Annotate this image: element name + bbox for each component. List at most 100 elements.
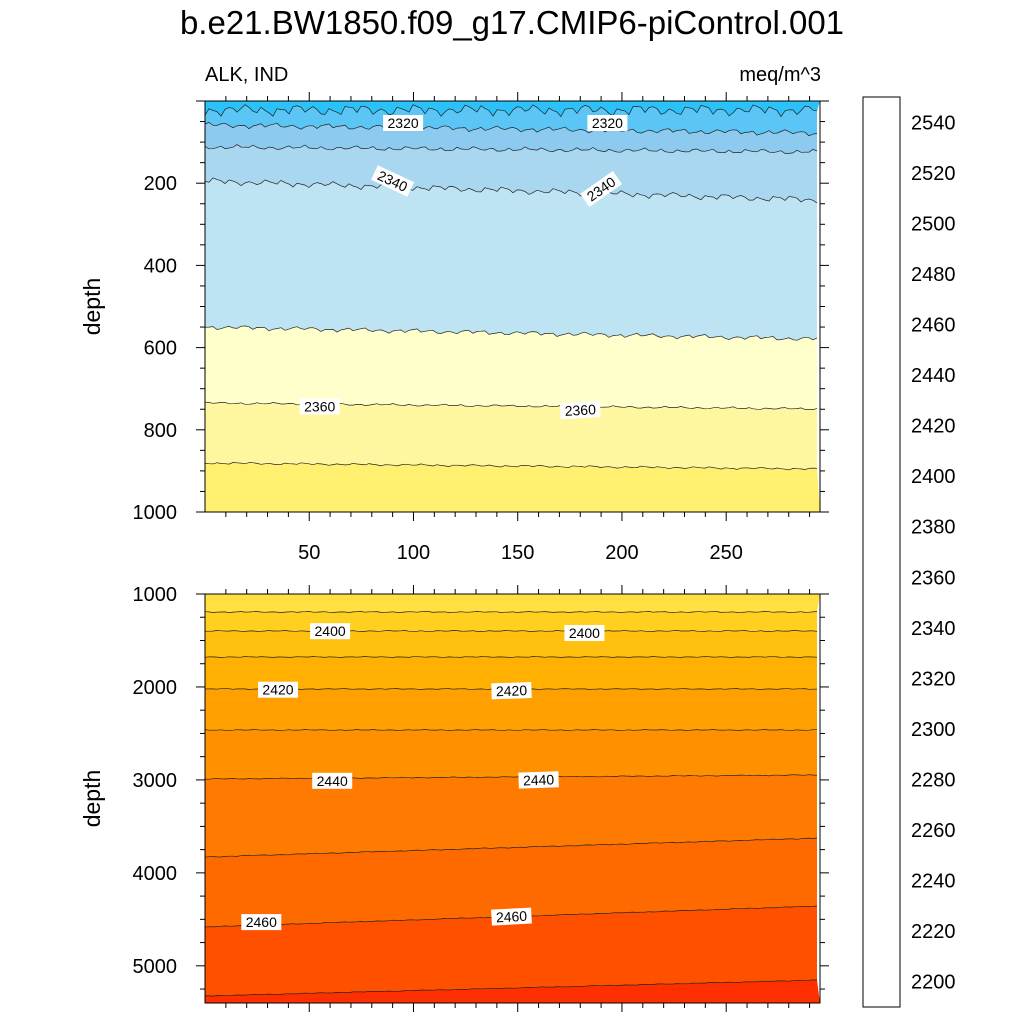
- x-tick-label: 50: [298, 542, 320, 564]
- contour-line: [204, 462, 818, 471]
- contour-band: [205, 688, 817, 731]
- y-axis-label: depth: [79, 278, 105, 336]
- contour-label: 2400: [564, 625, 605, 641]
- colorbar-tick-label: 2460: [911, 315, 956, 337]
- contour-band: [205, 906, 817, 997]
- contour-label: 2420: [491, 682, 532, 700]
- colorbar-tick-label: 2380: [911, 517, 956, 539]
- y-tick-label: 800: [144, 420, 177, 442]
- contour-band: [205, 462, 820, 512]
- contour-band: [205, 144, 817, 203]
- lower-panel: 1000 2000 3000 4000 5000 depth 2400 2400 2420 242…: [79, 584, 829, 1012]
- y-tick-label: 3000: [133, 770, 178, 792]
- colorbar-tick-label: 2500: [911, 213, 956, 235]
- contour-label-text: 2440: [317, 773, 348, 789]
- contour-label-text: 2400: [315, 623, 346, 639]
- plot-frame: [204, 593, 821, 1004]
- contour-label-box: [587, 115, 628, 131]
- contour-label-box: [518, 771, 559, 789]
- x-tick-label: 200: [605, 542, 638, 564]
- contour-label-box: [491, 682, 532, 700]
- contour-line: [204, 774, 818, 780]
- contour-label-text: 2460: [246, 914, 277, 930]
- contour-band: [205, 611, 817, 632]
- contour-label-box: [371, 165, 415, 197]
- contour-line: [204, 729, 817, 731]
- contour-band: [205, 177, 817, 341]
- colorbar-frame: [862, 96, 901, 1008]
- contour-label: 2420: [258, 681, 298, 698]
- contour-band: [205, 101, 820, 117]
- contour-band: [205, 656, 817, 690]
- contour-label: 2320: [587, 115, 628, 131]
- contour-label: 2360: [299, 398, 340, 415]
- contour-line: [204, 177, 818, 204]
- contour-label-text: 2320: [388, 115, 419, 131]
- colorbar-tick-label: 2280: [911, 770, 956, 792]
- contour-label-box: [491, 907, 532, 926]
- contour-label: 2460: [241, 914, 282, 931]
- colorbar-tick-label: 2440: [911, 365, 956, 387]
- contour-label-box: [559, 401, 601, 420]
- contour-label-box: [383, 115, 424, 131]
- contour-band: [205, 630, 817, 658]
- y-tick-label: 600: [144, 338, 177, 360]
- contour-label: 2400: [310, 623, 351, 640]
- colorbar: 2200 2220 2240 2260 2280 2300 2320 2340 2360 2380…: [862, 96, 956, 1008]
- x-tick-label: 250: [709, 542, 742, 564]
- y-tick-label: 1000: [133, 584, 178, 606]
- colorbar-tick-label: 2540: [911, 112, 956, 134]
- contour-line: [204, 104, 818, 118]
- colorbar-tick-label: 2260: [911, 820, 956, 842]
- colorbar-tick-label: 2340: [911, 618, 956, 640]
- contour-label: 2460: [491, 907, 532, 926]
- contour-band: [205, 325, 817, 410]
- colorbar-tick-label: 2400: [911, 466, 956, 488]
- colorbar-tick-label: 2520: [911, 163, 956, 185]
- x-tick-label: 100: [397, 542, 430, 564]
- contour-band: [205, 122, 817, 154]
- contour-line: [205, 979, 818, 997]
- y-tick-label: 5000: [133, 956, 178, 978]
- contour-label-text: 2460: [496, 908, 528, 926]
- contour-label-text: 2440: [523, 771, 555, 788]
- contour-label: 2440: [312, 772, 353, 789]
- upper-panel: 50 100 150 200 250 200 400 600 800 1000 depth 2320 2…: [79, 92, 829, 564]
- contour-line: [204, 837, 818, 858]
- contour-label-text: 2420: [496, 682, 528, 699]
- colorbar-tick-label: 2220: [911, 921, 956, 943]
- colorbar-tick-label: 2320: [911, 668, 956, 690]
- contour-band: [205, 594, 820, 613]
- contour-line: [204, 144, 818, 154]
- y-tick-label: 1000: [133, 502, 178, 524]
- contour-label-box: [299, 398, 340, 415]
- contour-label-text: 2360: [564, 401, 596, 419]
- contour-band: [205, 838, 817, 927]
- contour-band: [205, 774, 817, 858]
- contour-band: [205, 729, 817, 780]
- contour-band: [205, 979, 820, 1003]
- contour-label: 2320: [383, 115, 424, 131]
- colorbar-tick-label: 2200: [911, 972, 956, 994]
- colorbar-tick-label: 2420: [911, 416, 956, 438]
- contour-label: 2360: [559, 401, 601, 420]
- contour-label-box: [564, 625, 605, 641]
- contour-band: [205, 104, 817, 136]
- y-tick-label: 200: [144, 173, 177, 195]
- y-tick-label: 4000: [133, 863, 178, 885]
- contour-label-box: [310, 623, 351, 640]
- contour-label-text: 2320: [592, 115, 623, 131]
- colorbar-tick-label: 2360: [911, 567, 956, 589]
- contour-label-text: 2360: [304, 398, 335, 414]
- y-axis-label: depth: [79, 770, 105, 828]
- contour-line: [204, 656, 818, 658]
- contour-label-text: 2400: [569, 625, 600, 641]
- contour-line: [204, 629, 818, 632]
- y-tick-label: 400: [144, 255, 177, 277]
- colorbar-tick-label: 2480: [911, 264, 956, 286]
- chart-title: b.e21.BW1850.f09_g17.CMIP6-piControl.001: [179, 4, 845, 41]
- contour-label-box: [258, 681, 298, 698]
- colorbar-tick-label: 2300: [911, 719, 956, 741]
- contour-label: 2440: [518, 771, 559, 789]
